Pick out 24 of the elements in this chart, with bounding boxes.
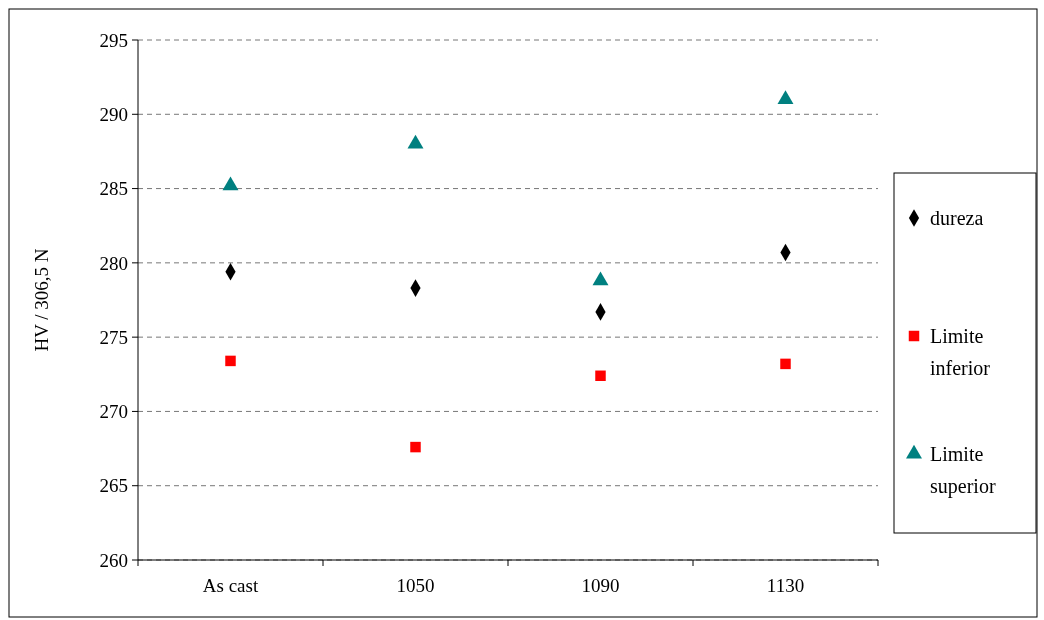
legend-label: Limite superior [930,443,996,498]
x-tick-label: 1090 [581,575,620,596]
y-tick-label: 275 [99,326,128,348]
point [222,176,239,191]
point [777,90,794,105]
y-tick-label: 260 [99,549,128,571]
point [407,134,424,149]
y-tick-label: 285 [99,178,128,200]
legend-label: dureza [930,207,984,229]
point [225,355,236,367]
point [592,271,609,286]
x-tick-label: 1130 [766,575,805,596]
point [595,370,606,382]
y-tick-label: 295 [99,29,128,51]
y-axis-title: HV / 306,5 N [31,248,52,352]
y-tick-label: 265 [99,475,128,497]
y-tick-label: 280 [99,252,128,274]
x-tick-label: As cast [202,575,259,596]
point [780,358,791,370]
point [410,441,421,453]
y-tick-label: 270 [99,401,128,423]
legend-label: Limite inferior [930,325,991,379]
y-tick-label: 290 [99,103,128,125]
x-tick-label: 1050 [396,575,435,596]
